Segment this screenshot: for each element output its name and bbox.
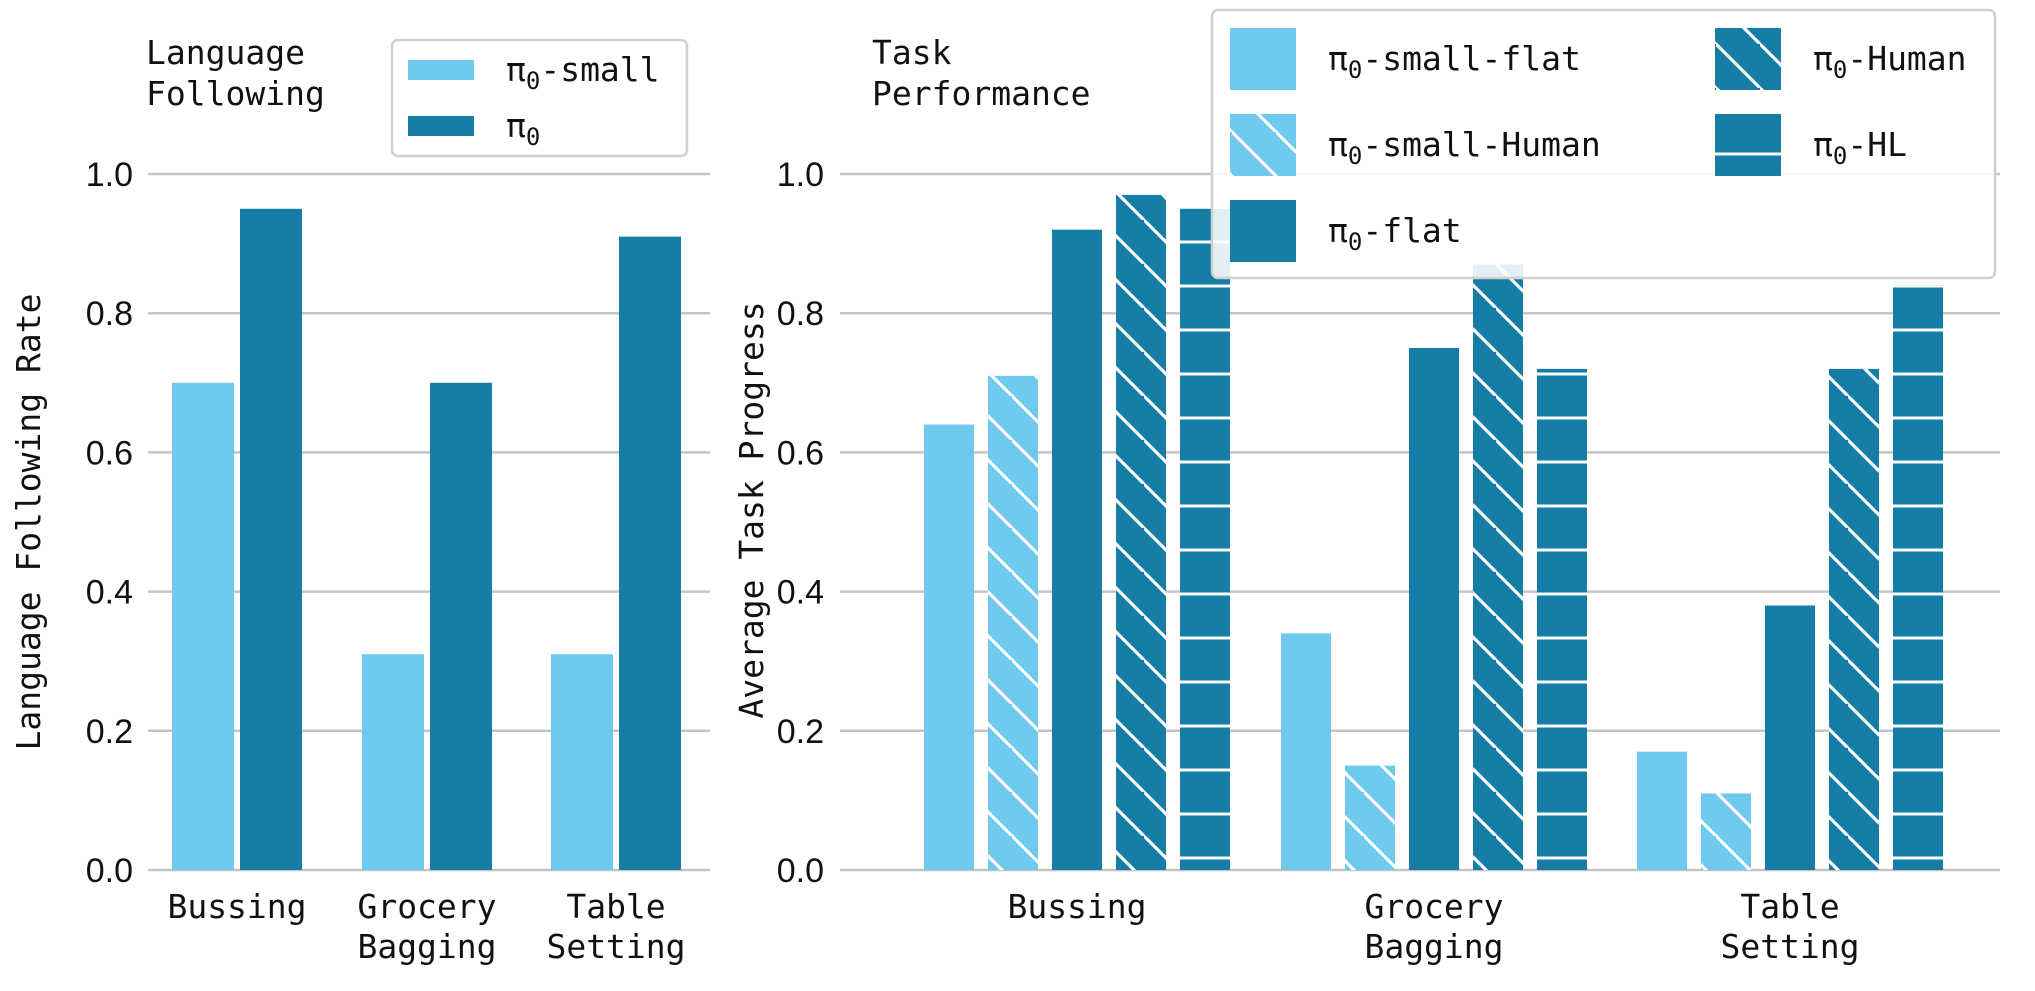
bar-hatch — [1701, 793, 1751, 870]
legend-swatch — [408, 60, 474, 80]
x-tick-label: Grocery Bagging — [1364, 887, 1503, 966]
legend-swatch-hatch — [1715, 28, 1781, 90]
legend-label: π0-small — [506, 50, 660, 95]
chart-title: Task Performance — [872, 33, 1091, 113]
bar-hatch — [1180, 208, 1230, 871]
bar-π0-Grocery Bagging — [430, 382, 492, 870]
legend: π0-small-flat π0-small-Human π0-flat π0-Hum… — [1210, 8, 1997, 280]
bar-π0-small-flat-Table Setting — [1637, 751, 1687, 870]
bar-π0-flat-Bussing — [1052, 229, 1102, 870]
bar-hatch — [1473, 264, 1523, 871]
y-tick-label: 1.0 — [777, 156, 824, 194]
chart-panel-2: 0.0 0.2 0.4 0.6 0.8 1.0 Bussing Grocery Bagging T… — [732, 8, 2000, 966]
x-tick-label: Grocery Bagging — [357, 887, 496, 966]
bar-π0-flat-Grocery Bagging — [1409, 348, 1459, 870]
bar-hatch — [988, 375, 1038, 870]
legend: π0-small π0 — [390, 38, 689, 158]
bar-hatch — [1345, 765, 1395, 870]
x-tick-label: Bussing — [167, 887, 306, 926]
y-axis-label: Average Task Progress — [732, 301, 771, 718]
legend-swatch — [1230, 28, 1296, 90]
y-tick-label: 0.2 — [86, 713, 133, 751]
y-tick-label: 0.4 — [777, 574, 824, 612]
bar-π0-Table Setting — [619, 236, 681, 870]
y-tick-label: 0.8 — [86, 295, 133, 333]
bar-π0-Bussing — [240, 208, 302, 871]
chart-panel-1: 0.0 0.2 0.4 0.6 0.8 1.0 Bussing Grocery Bagging T… — [9, 33, 710, 966]
legend-swatch — [1230, 200, 1296, 262]
legend-label: π0-HL — [1813, 125, 1907, 170]
bar-π0-small-flat-Grocery Bagging — [1281, 633, 1331, 870]
y-tick-label: 0.2 — [777, 713, 824, 751]
x-tick-label: Table Setting — [546, 887, 685, 966]
legend-frame — [1210, 8, 1997, 280]
legend-label: π0-small-flat — [1328, 39, 1581, 84]
bar-hatch — [1893, 285, 1943, 870]
y-tick-label: 0.0 — [777, 852, 824, 890]
legend-swatch-hatch — [1715, 114, 1781, 176]
y-tick-label: 0.6 — [86, 434, 133, 472]
y-tick-label: 0.6 — [777, 434, 824, 472]
x-tick-label: Table Setting — [1720, 887, 1859, 966]
bar-hatch — [1116, 194, 1166, 870]
y-axis-label: Language Following Rate — [9, 294, 48, 751]
x-tick-label: Bussing — [1007, 887, 1146, 926]
legend-swatch — [408, 116, 474, 136]
y-tick-label: 0.8 — [777, 295, 824, 333]
y-tick-label: 0.0 — [86, 852, 133, 890]
legend-label: π0-Human — [1813, 39, 1967, 84]
legend-swatch-hatch — [1230, 114, 1296, 176]
y-tick-label: 1.0 — [86, 156, 133, 194]
bar-hatch — [1537, 368, 1587, 870]
bar-hatch — [1829, 368, 1879, 870]
chart-title: Language Following — [146, 33, 325, 113]
bar-π0-small-flat-Bussing — [924, 424, 974, 870]
legend-label: π0-small-Human — [1328, 125, 1601, 170]
bar-π0-small-Table Setting — [551, 654, 613, 870]
legend-label: π0-flat — [1328, 211, 1462, 256]
bar-π0-small-Bussing — [172, 382, 234, 870]
legend-label: π0 — [506, 106, 540, 151]
bar-π0-small-Grocery Bagging — [362, 654, 424, 870]
bar-π0-flat-Table Setting — [1765, 605, 1815, 870]
y-tick-label: 0.4 — [86, 574, 133, 612]
